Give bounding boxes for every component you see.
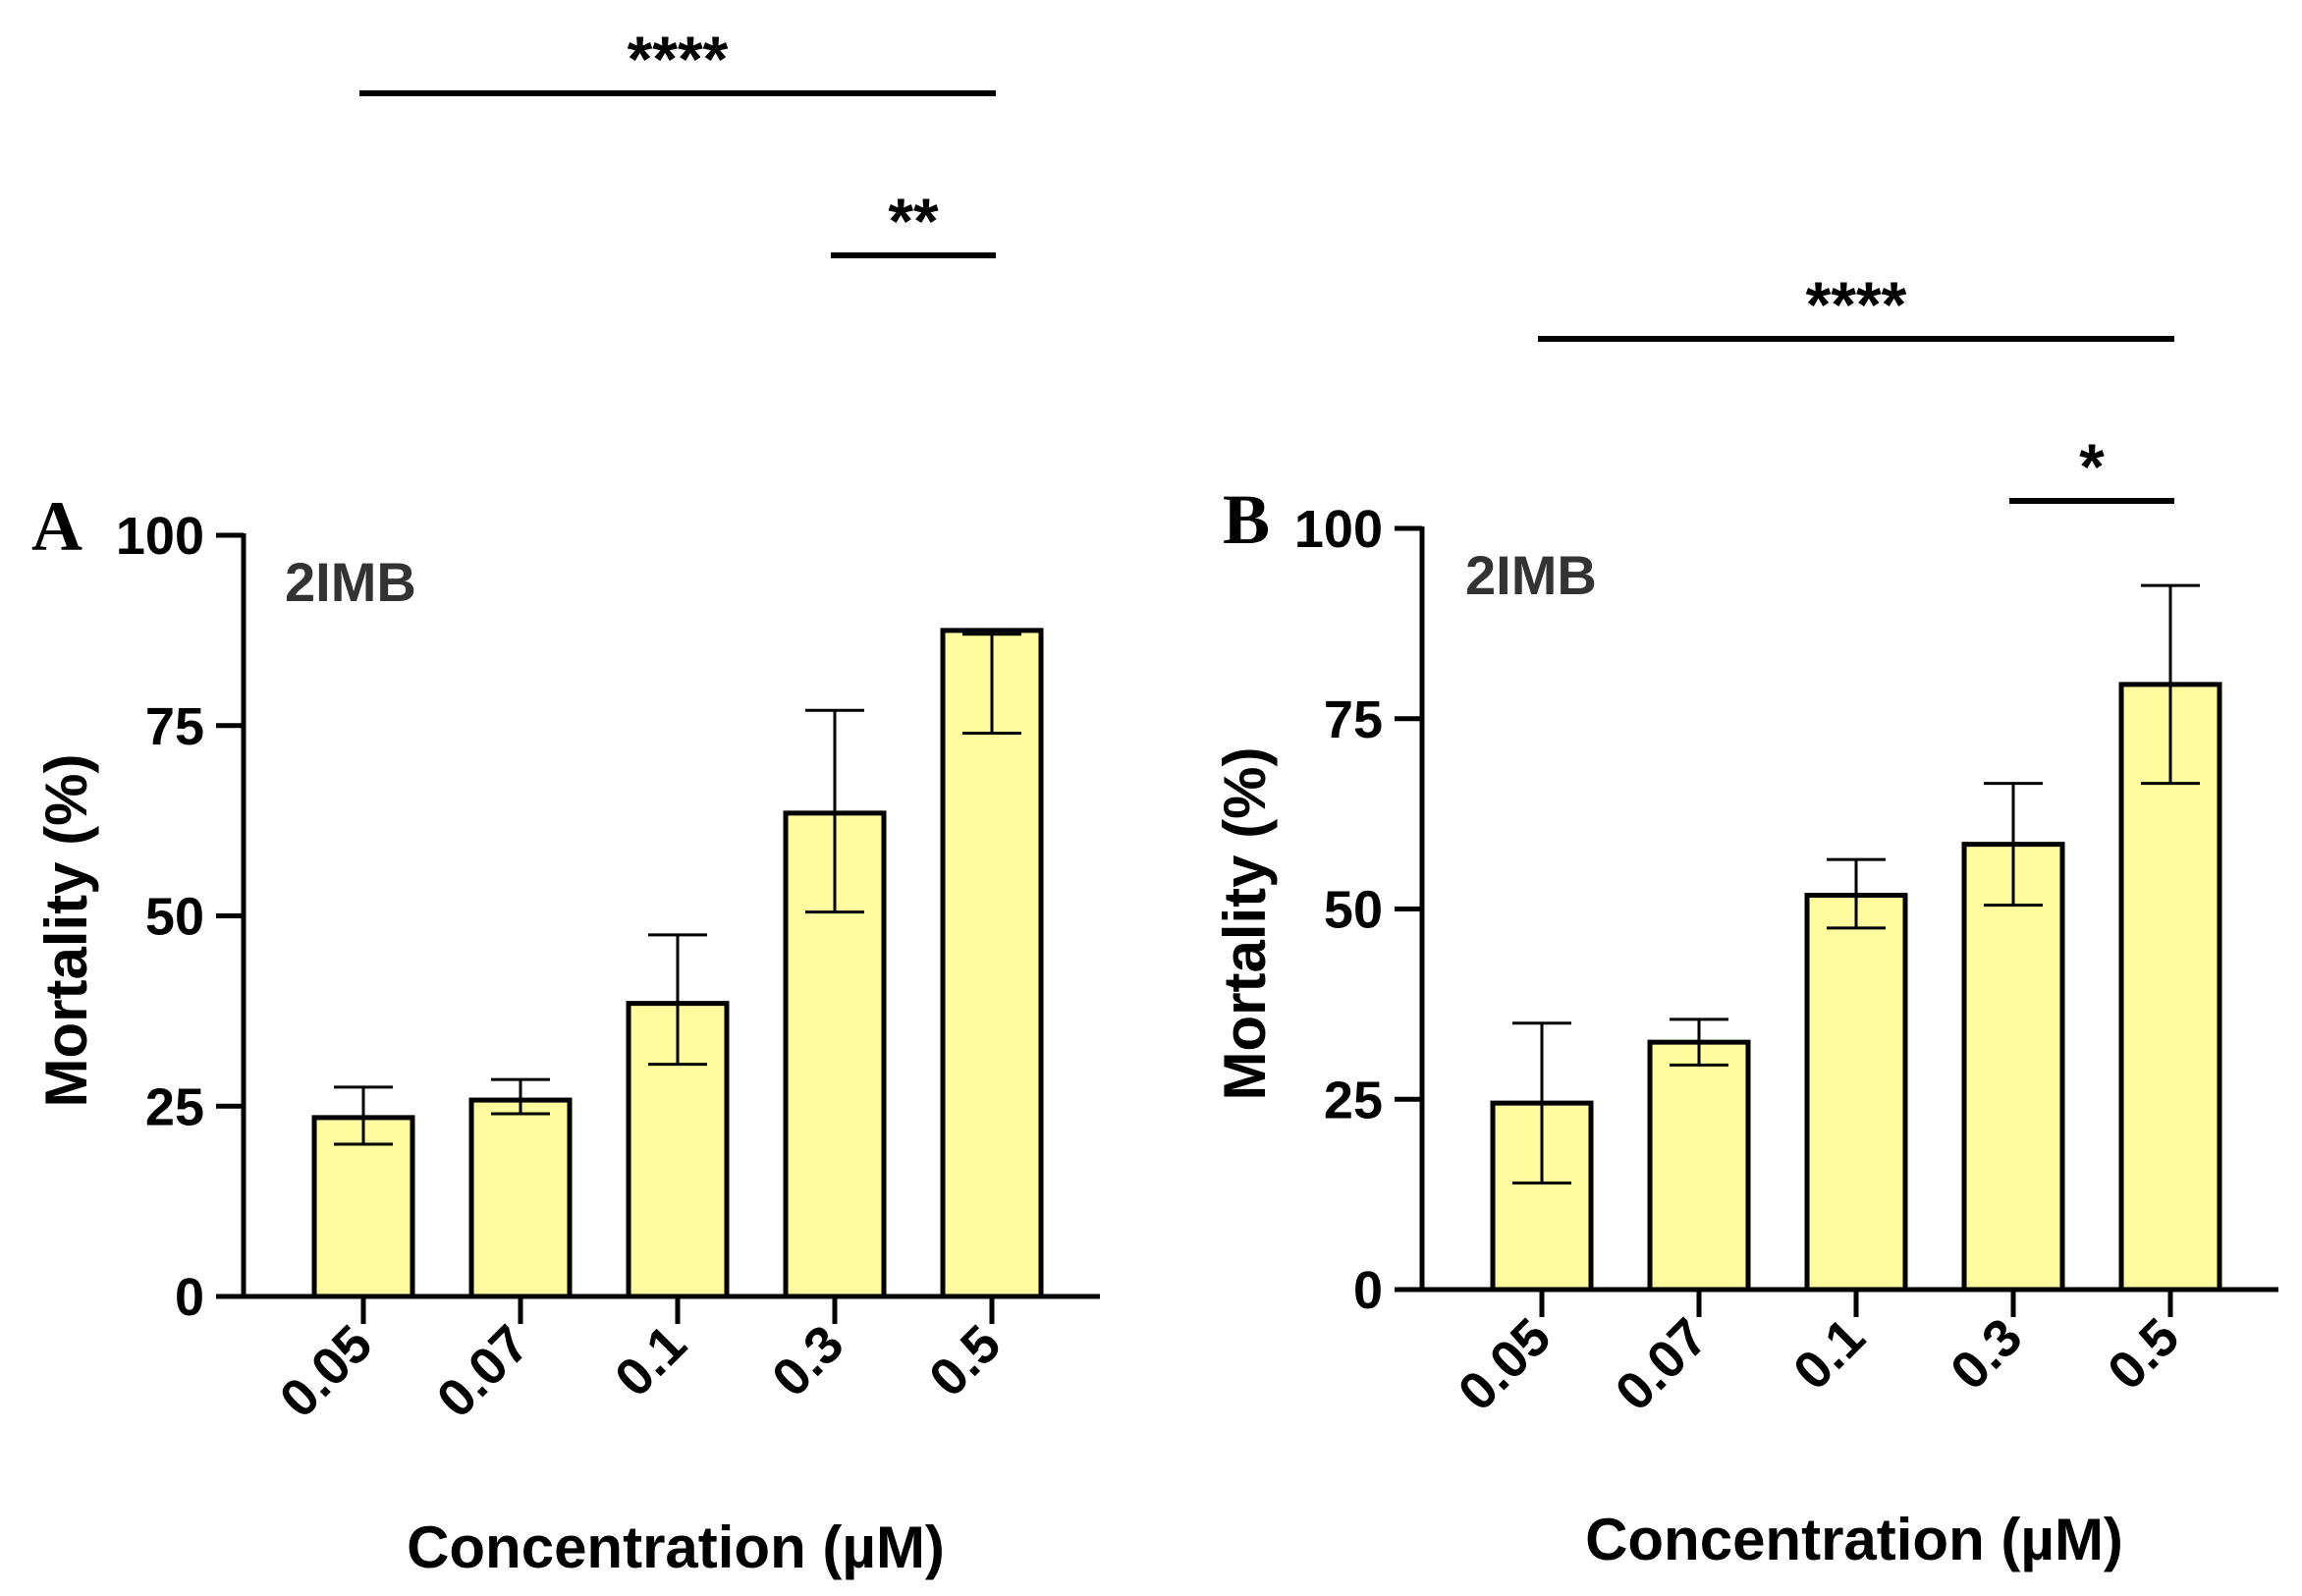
x-tick-label-b: 0.1 (1782, 1307, 1877, 1402)
y-tick-label-b: 25 (1324, 1071, 1383, 1129)
bar-b (1961, 842, 2065, 1293)
x-tick-label-a: 0.1 (604, 1314, 698, 1408)
panel-letter-a: A (31, 487, 82, 566)
y-tick-label-a: 0 (175, 1268, 204, 1327)
x-tick-label-b: 0.3 (1940, 1307, 2034, 1402)
x-tick-label-a: 0.3 (761, 1314, 855, 1408)
significance-label-b: **** (1806, 268, 1907, 341)
y-tick-label-b: 50 (1324, 881, 1383, 940)
bar-b (2118, 682, 2222, 1293)
y-axis-title-b: Mortality (%) (1212, 747, 1278, 1101)
x-tick-label-b: 0.5 (2097, 1307, 2191, 1402)
y-axis-title-a: Mortality (%) (33, 754, 99, 1108)
y-tick-label-a: 25 (145, 1077, 204, 1136)
y-tick-label-a: 50 (145, 888, 204, 947)
y-tick-label-b: 75 (1324, 690, 1383, 749)
significance-label-b: * (2079, 430, 2105, 503)
x-tick-label-b: 0.07 (1605, 1307, 1720, 1422)
y-tick-label-b: 0 (1353, 1261, 1383, 1320)
panel-a: A 2IMB 0 25 50 75 100 0.05 0.07 0.1 0.3 0.5 Concentr… (31, 23, 1100, 1580)
panel-letter-b: B (1223, 480, 1270, 559)
x-axis-title-b: Concentration (µM) (1585, 1507, 2123, 1572)
panel-b: B 2IMB 0 25 50 75 100 0.05 0.07 0.1 0.3 0.5 Concentr… (1212, 268, 2278, 1572)
significance-label-a: **** (628, 23, 729, 95)
inset-label-a: 2IMB (285, 551, 416, 613)
y-tick-label-b: 100 (1294, 500, 1383, 559)
y-tick-label-a: 100 (116, 507, 204, 566)
x-tick-label-a: 0.5 (918, 1314, 1013, 1408)
x-tick-label-a: 0.05 (269, 1314, 384, 1429)
bar-a (468, 1097, 573, 1299)
y-tick-label-a: 75 (145, 697, 204, 756)
significance-label-a: ** (888, 185, 939, 257)
x-tick-label-b: 0.05 (1448, 1307, 1562, 1422)
inset-label-b: 2IMB (1465, 544, 1597, 606)
x-axis-title-a: Concentration (µM) (407, 1514, 945, 1580)
x-tick-label-a: 0.07 (426, 1314, 541, 1429)
bar-b (1647, 1039, 1751, 1293)
bar-b (1804, 893, 1908, 1293)
